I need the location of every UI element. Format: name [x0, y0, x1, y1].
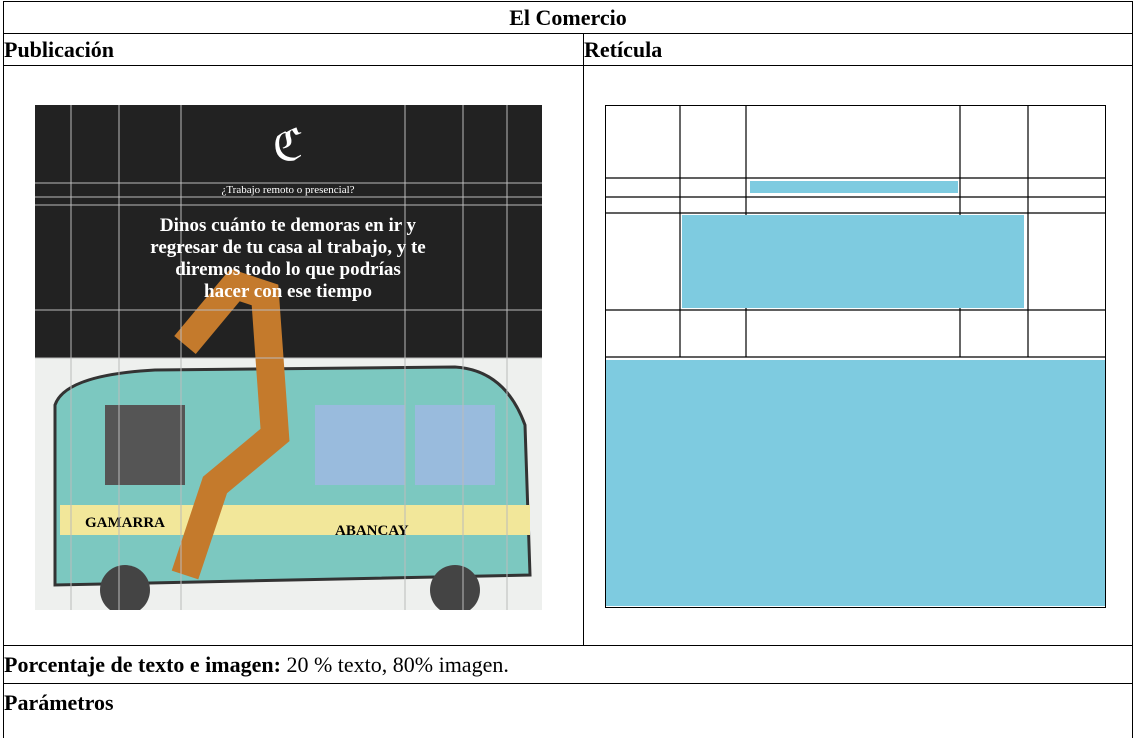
parameters-cell: Parámetros — [3, 683, 1133, 738]
headline-line: diremos todo lo que podrías — [175, 259, 401, 280]
header-cell: Retícula — [583, 33, 1133, 66]
grid-cell — [583, 65, 1133, 646]
percentage-cell: Porcentaje de texto e imagen: 20 % texto… — [3, 645, 1133, 684]
wheel — [100, 565, 150, 610]
bus-sign: ABANCAY — [335, 523, 409, 539]
grid-lines — [605, 105, 1106, 358]
table-title: El Comercio — [509, 5, 627, 30]
text-block — [750, 181, 958, 193]
percentage-text: 20 % texto, 80% imagen. — [280, 652, 509, 677]
kicker: ¿Trabajo remoto o presencial? — [221, 184, 354, 196]
text-block — [682, 215, 1024, 308]
header: Retícula — [584, 37, 663, 62]
image-cell: GAMARRA ABANCAY ℭ ¿Trabajo remoto o pres… — [3, 65, 584, 646]
window — [415, 405, 495, 485]
parameters: Parámetros — [4, 690, 114, 715]
logo: ℭ — [273, 121, 304, 170]
header-cell: Publicación — [3, 33, 584, 66]
image-block — [606, 360, 1105, 606]
window — [315, 405, 405, 485]
overlay-grid — [35, 105, 542, 610]
header: Publicación — [4, 37, 115, 62]
wheel — [430, 565, 480, 610]
title-cell: El Comercio — [3, 1, 1133, 34]
headline-line: Dinos cuánto te demoras en ir y — [160, 215, 417, 236]
headline-line: hacer con ese tiempo — [204, 281, 372, 302]
bus-sign: GAMARRA — [85, 515, 165, 531]
grid-diagram — [605, 105, 1106, 608]
window — [105, 405, 185, 485]
bus-stripe — [60, 505, 530, 535]
publication-image: GAMARRA ABANCAY ℭ ¿Trabajo remoto o pres… — [35, 105, 542, 610]
figure — [171, 268, 290, 580]
percentage-label: Porcentaje de texto e imagen: — [4, 652, 281, 677]
headline-line: regresar de tu casa al trabajo, y te — [150, 237, 425, 258]
